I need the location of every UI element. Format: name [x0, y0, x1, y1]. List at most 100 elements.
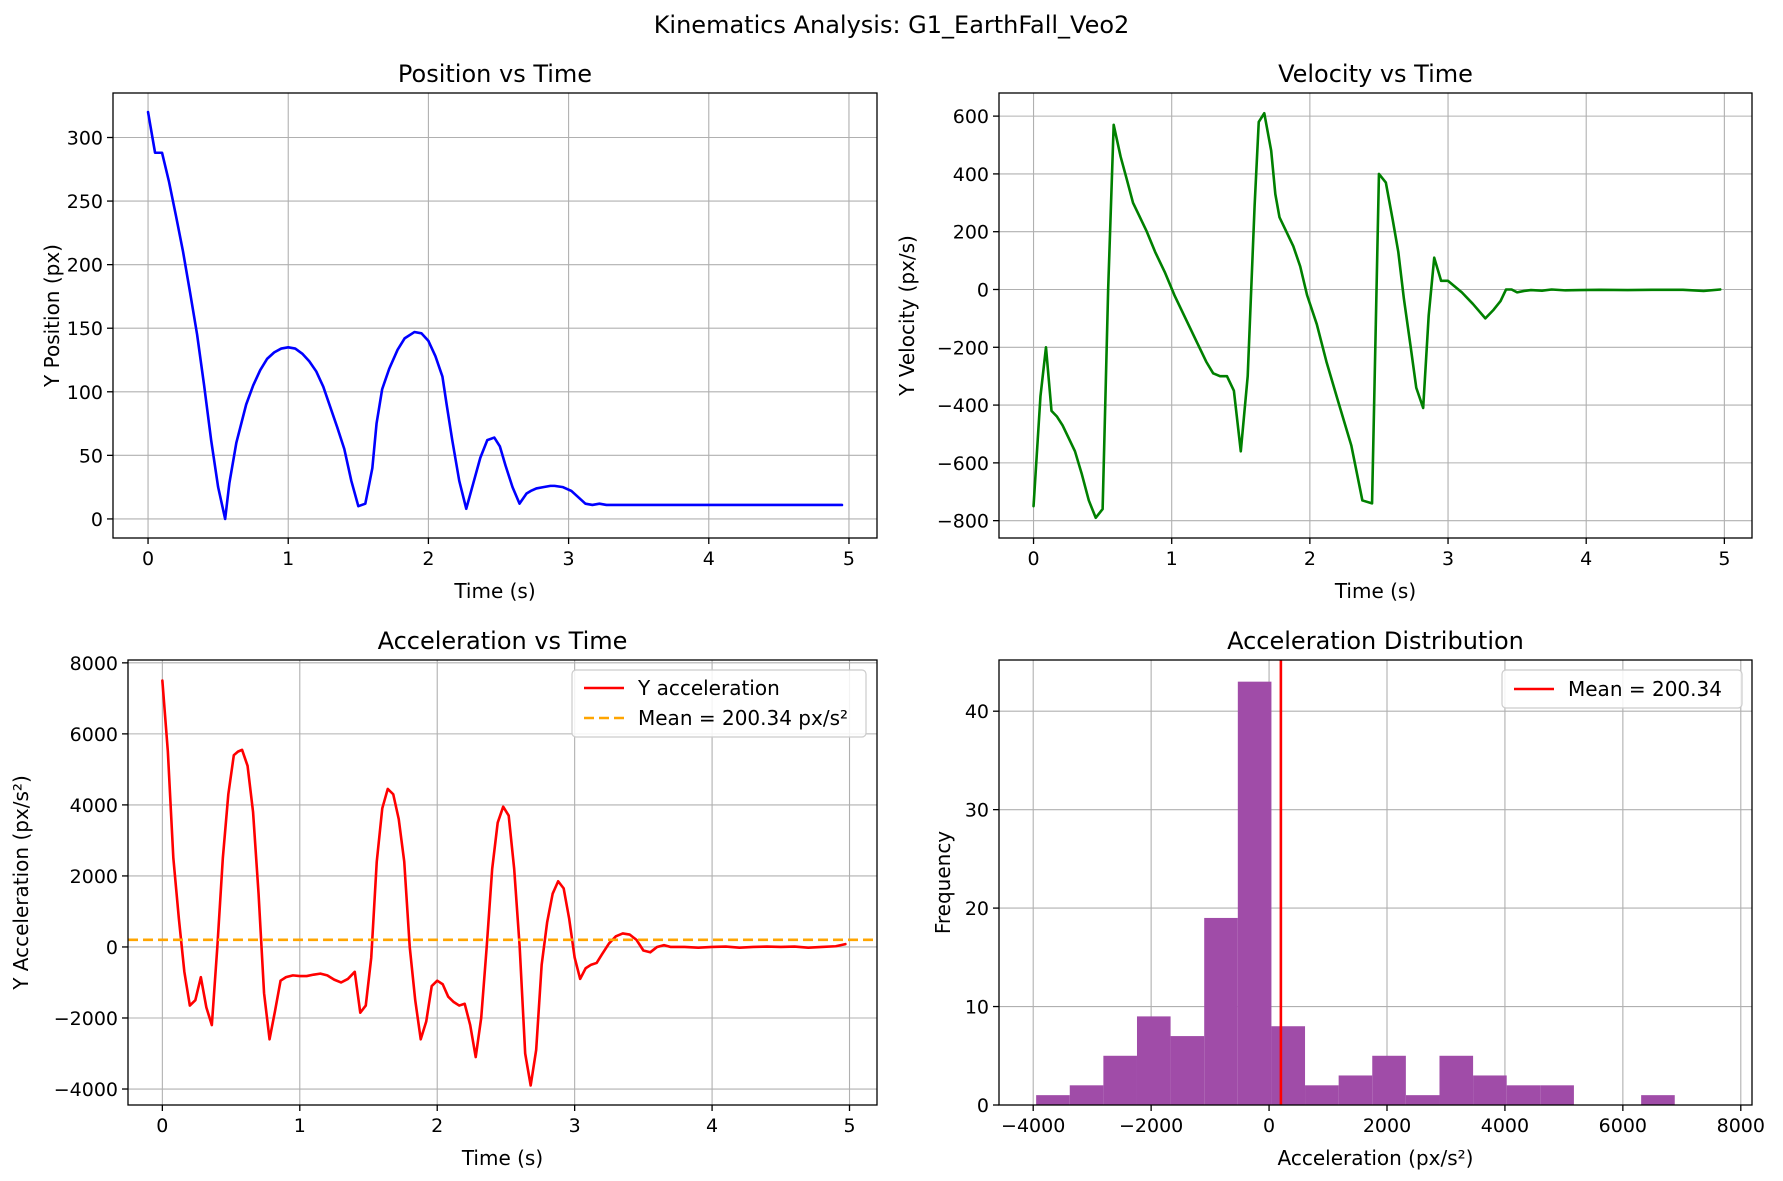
plot-area: [1032, 111, 1722, 520]
x-tick-label: 1: [282, 548, 294, 570]
legend-box: [571, 669, 867, 738]
x-tick-label: 0: [142, 548, 154, 570]
y-tick-label: −400: [937, 395, 989, 417]
y-tick-label: 40: [965, 701, 989, 723]
y-tick-label: −4000: [54, 1079, 118, 1101]
x-tick-label: 8000: [1717, 1115, 1765, 1137]
velocity-line: [1032, 111, 1722, 520]
axes-frame: [998, 659, 1753, 1106]
axes-frame: [998, 92, 1753, 539]
histogram-bar: [1641, 1095, 1675, 1105]
x-tick-label: 3: [563, 548, 575, 570]
histogram-bar: [1439, 1055, 1474, 1105]
axes-frame: [127, 659, 878, 1106]
y-tick-label: 200: [953, 222, 989, 244]
acceleration-line: [161, 679, 847, 1087]
plot-area: [146, 110, 844, 521]
axes-frame: [112, 92, 878, 539]
y-tick-label: 8000: [70, 653, 118, 675]
histogram-bar: [1036, 1095, 1070, 1105]
y-tick-label: 0: [106, 937, 118, 959]
y-tick-label: −800: [937, 511, 989, 533]
y-tick-label: 0: [977, 279, 989, 301]
y-axis-label: Y Position (px): [40, 244, 64, 388]
histogram-bar: [1338, 1075, 1373, 1105]
x-tick-label: 5: [843, 548, 855, 570]
histogram-bar: [1069, 1085, 1104, 1105]
x-tick-label: 1: [1166, 548, 1178, 570]
x-tick-label: −4000: [1001, 1115, 1065, 1137]
x-tick-label: 0: [1263, 1115, 1275, 1137]
acceleration-histogram: −4000 −2000 0 2000 4000 6000 8000 0 10 20 30 40 Acce…: [931, 627, 1765, 1170]
legend-label-mean: Mean = 200.34 px/s²: [638, 706, 848, 730]
x-tick-label: 4: [706, 1115, 718, 1137]
y-tick-label: 50: [79, 445, 103, 467]
y-tick-label: 100: [67, 382, 103, 404]
acceleration-chart: 0 1 2 3 4 5 −4000 −2000 0 2000 4000 6000 8000 Acceler…: [9, 627, 878, 1170]
x-tick-label: −2000: [1119, 1115, 1183, 1137]
x-tick-label: 2: [1304, 548, 1316, 570]
x-tick-label: 3: [1442, 548, 1454, 570]
histogram-bar: [1103, 1055, 1137, 1105]
x-tick-label: 4000: [1481, 1115, 1529, 1137]
histogram-bar: [1506, 1085, 1541, 1105]
x-tick-label: 3: [569, 1115, 581, 1137]
y-tick-label: −200: [937, 337, 989, 359]
chart-title: Acceleration vs Time: [378, 627, 628, 655]
y-tick-label: 200: [67, 255, 103, 277]
x-tick-label: 2000: [1363, 1115, 1411, 1137]
y-tick-label: 400: [953, 164, 989, 186]
x-tick-label: 1: [294, 1115, 306, 1137]
x-tick-label: 2: [422, 548, 434, 570]
x-axis-label: Time (s): [1334, 579, 1416, 603]
y-axis-label: Y Velocity (px/s): [895, 235, 919, 397]
y-tick-label: 300: [67, 128, 103, 150]
legend-label-mean: Mean = 200.34: [1568, 677, 1722, 701]
position-line: [146, 110, 844, 521]
y-tick-label: 150: [67, 318, 103, 340]
y-axis-label: Frequency: [931, 831, 955, 934]
y-tick-label: 6000: [70, 724, 118, 746]
x-axis-label: Acceleration (px/s²): [1278, 1146, 1474, 1170]
histogram-bar: [1204, 917, 1238, 1105]
plot-area: [1036, 660, 1675, 1105]
y-tick-label: −600: [937, 453, 989, 475]
y-tick-label: −2000: [54, 1008, 118, 1030]
x-tick-label: 6000: [1599, 1115, 1647, 1137]
y-tick-label: 0: [91, 509, 103, 531]
x-tick-label: 4: [1580, 548, 1592, 570]
x-axis-label: Time (s): [453, 579, 535, 603]
y-tick-label: 0: [977, 1095, 989, 1117]
x-tick-label: 4: [703, 548, 715, 570]
histogram-bar: [1473, 1075, 1507, 1105]
histogram-bar: [1305, 1085, 1339, 1105]
velocity-chart: 0 1 2 3 4 5 −800 −600 −400 −200 0 200 400 600 Velocity…: [895, 60, 1753, 603]
histogram-bar: [1372, 1055, 1406, 1105]
x-tick-label: 2: [431, 1115, 443, 1137]
legend-box: [1501, 669, 1743, 709]
chart-title: Position vs Time: [398, 60, 592, 88]
chart-title: Acceleration Distribution: [1227, 627, 1524, 655]
y-tick-label: 4000: [70, 795, 118, 817]
y-tick-label: 250: [67, 191, 103, 213]
chart-title: Velocity vs Time: [1278, 60, 1473, 88]
y-tick-label: 10: [965, 997, 989, 1019]
histogram-bar: [1170, 1036, 1205, 1105]
y-axis-label: Y Acceleration (px/s²): [9, 775, 33, 991]
x-axis-label: Time (s): [461, 1146, 543, 1170]
y-tick-label: 600: [953, 106, 989, 128]
histogram-bar: [1405, 1095, 1440, 1105]
x-tick-label: 5: [1718, 548, 1730, 570]
histogram-bar: [1271, 1026, 1306, 1105]
y-tick-label: 20: [965, 898, 989, 920]
x-tick-label: 5: [843, 1115, 855, 1137]
histogram-bar: [1136, 1016, 1171, 1105]
figure-suptitle: Kinematics Analysis: G1_EarthFall_Veo2: [654, 11, 1130, 39]
plot-area: [128, 679, 877, 1087]
x-tick-label: 0: [156, 1115, 168, 1137]
legend-label-acceleration: Y acceleration: [637, 676, 780, 700]
y-tick-label: 30: [965, 800, 989, 822]
y-tick-label: 2000: [70, 866, 118, 888]
x-tick-label: 0: [1027, 548, 1039, 570]
